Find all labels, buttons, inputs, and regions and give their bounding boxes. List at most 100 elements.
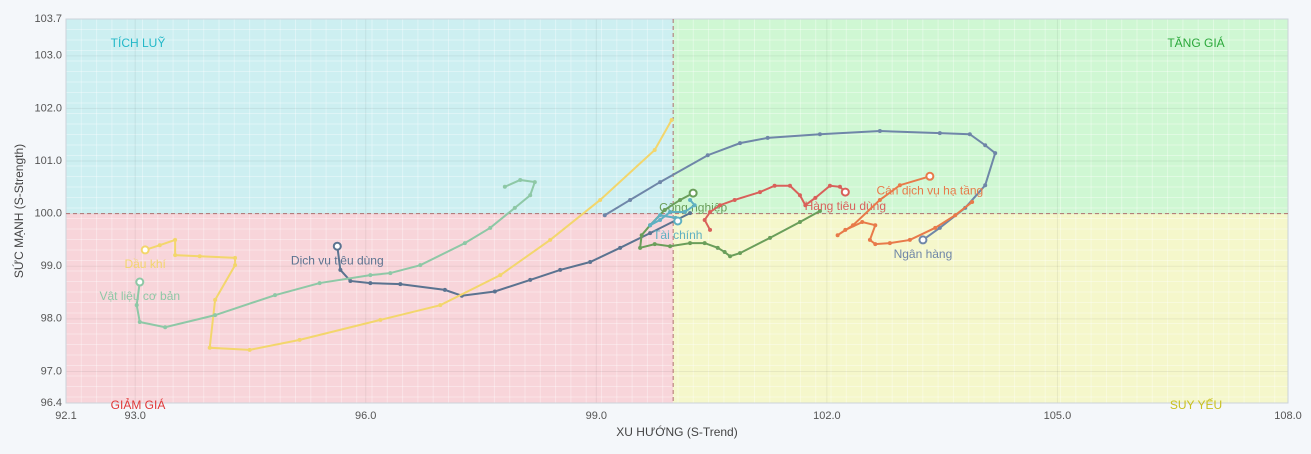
x-tick-label: 99.0: [586, 410, 607, 422]
y-tick-label: 98.0: [41, 313, 62, 325]
trail-point: [835, 233, 840, 238]
trail-point: [758, 190, 763, 195]
trail-point: [970, 200, 975, 205]
trail-point: [797, 193, 802, 198]
trail-point: [967, 132, 972, 137]
trail-point: [702, 241, 707, 246]
trail-point: [873, 242, 878, 247]
trail-point: [767, 235, 772, 240]
y-tick-label: 102.0: [34, 102, 62, 114]
trail-point: [512, 205, 517, 210]
trail-point: [983, 143, 988, 148]
trail-point: [658, 217, 663, 222]
trail-line: [703, 184, 847, 231]
current-point: [673, 216, 683, 226]
trail-point: [692, 203, 697, 208]
trail-point: [887, 241, 892, 246]
trail-point: [843, 227, 848, 232]
trail-point: [907, 237, 912, 242]
quadrant: [66, 213, 674, 403]
trail-point: [850, 223, 855, 228]
trail-point: [548, 237, 553, 242]
x-tick-label: 102.0: [813, 410, 841, 422]
trail-point: [297, 337, 302, 342]
trail-point: [688, 211, 693, 216]
trail-point: [728, 254, 733, 259]
trail-point: [618, 245, 623, 250]
trail-point: [207, 345, 212, 350]
trail-point: [765, 135, 770, 140]
x-axis-title: XU HƯỚNG (S-Trend): [616, 424, 737, 439]
trail-point: [398, 282, 403, 287]
quadrant: [673, 19, 1288, 214]
trail-point: [738, 251, 743, 256]
y-axis-title: SỨC MẠNH (S-Strength): [11, 144, 26, 278]
trail-point: [134, 303, 139, 308]
trail-point: [817, 132, 822, 137]
trail-point: [668, 244, 673, 249]
trail-point: [933, 225, 938, 230]
trail-point: [803, 203, 808, 208]
plot-border: [65, 18, 1289, 404]
trail-point: [732, 197, 737, 202]
trail-point: [648, 223, 653, 228]
trail-point: [718, 203, 723, 208]
trail-point: [558, 267, 563, 272]
current-point: [688, 188, 698, 198]
trail-point: [787, 183, 792, 188]
trail-point: [817, 209, 822, 213]
series-label: Cán dịch vụ hạ tầng: [876, 183, 983, 197]
trail-point: [652, 242, 657, 247]
trail-line: [144, 119, 673, 351]
trail-point: [157, 243, 162, 248]
trail-point: [827, 183, 832, 188]
trail-point: [273, 293, 278, 298]
trail-point: [682, 210, 687, 215]
trail-point: [488, 225, 493, 230]
trail-point: [317, 281, 322, 286]
trail-point: [702, 217, 707, 222]
current-point: [332, 241, 342, 251]
trail-point: [658, 213, 663, 218]
trail-point: [532, 180, 537, 185]
current-point: [840, 187, 850, 197]
y-tick-label: 103.7: [34, 13, 62, 25]
trail-point: [462, 241, 467, 246]
quadrant-label: TÍCH LUỸ: [111, 35, 166, 50]
trail-point: [669, 117, 674, 122]
x-tick-label: 93.0: [124, 410, 145, 422]
trail-point: [813, 195, 818, 200]
series-label: Ngân hàng: [894, 247, 953, 261]
trail-point: [873, 223, 878, 228]
trail-point: [715, 245, 720, 250]
trail-point: [860, 220, 865, 225]
trail-point: [378, 317, 383, 322]
trail-point: [338, 267, 343, 272]
trail-point: [639, 233, 644, 238]
trail-point: [247, 347, 252, 352]
trail-point: [602, 213, 607, 218]
trail-point: [708, 210, 713, 215]
trail-point: [213, 313, 218, 318]
quadrant: [673, 213, 1288, 403]
y-tick-label: 96.4: [41, 397, 62, 409]
trail-point: [628, 197, 633, 202]
x-tick-label: 108.0: [1274, 410, 1302, 422]
series-label: Vật liệu cơ bản: [99, 289, 180, 303]
trail-point: [867, 237, 872, 242]
current-point: [918, 235, 928, 245]
trail-point: [638, 245, 643, 250]
trail-point: [983, 183, 988, 188]
trail-point: [233, 255, 238, 260]
current-point: [140, 245, 150, 255]
series-label: Dầu khí: [124, 257, 166, 271]
x-tick-label: 105.0: [1044, 410, 1072, 422]
y-tick-label: 100.0: [34, 208, 62, 220]
quadrant-label: TĂNG GIÁ: [1167, 35, 1224, 50]
trail-point: [233, 263, 238, 268]
trail-point: [668, 210, 673, 215]
trail-point: [877, 129, 882, 134]
series-label: Tài chính: [653, 228, 702, 242]
trail-point: [678, 197, 683, 202]
